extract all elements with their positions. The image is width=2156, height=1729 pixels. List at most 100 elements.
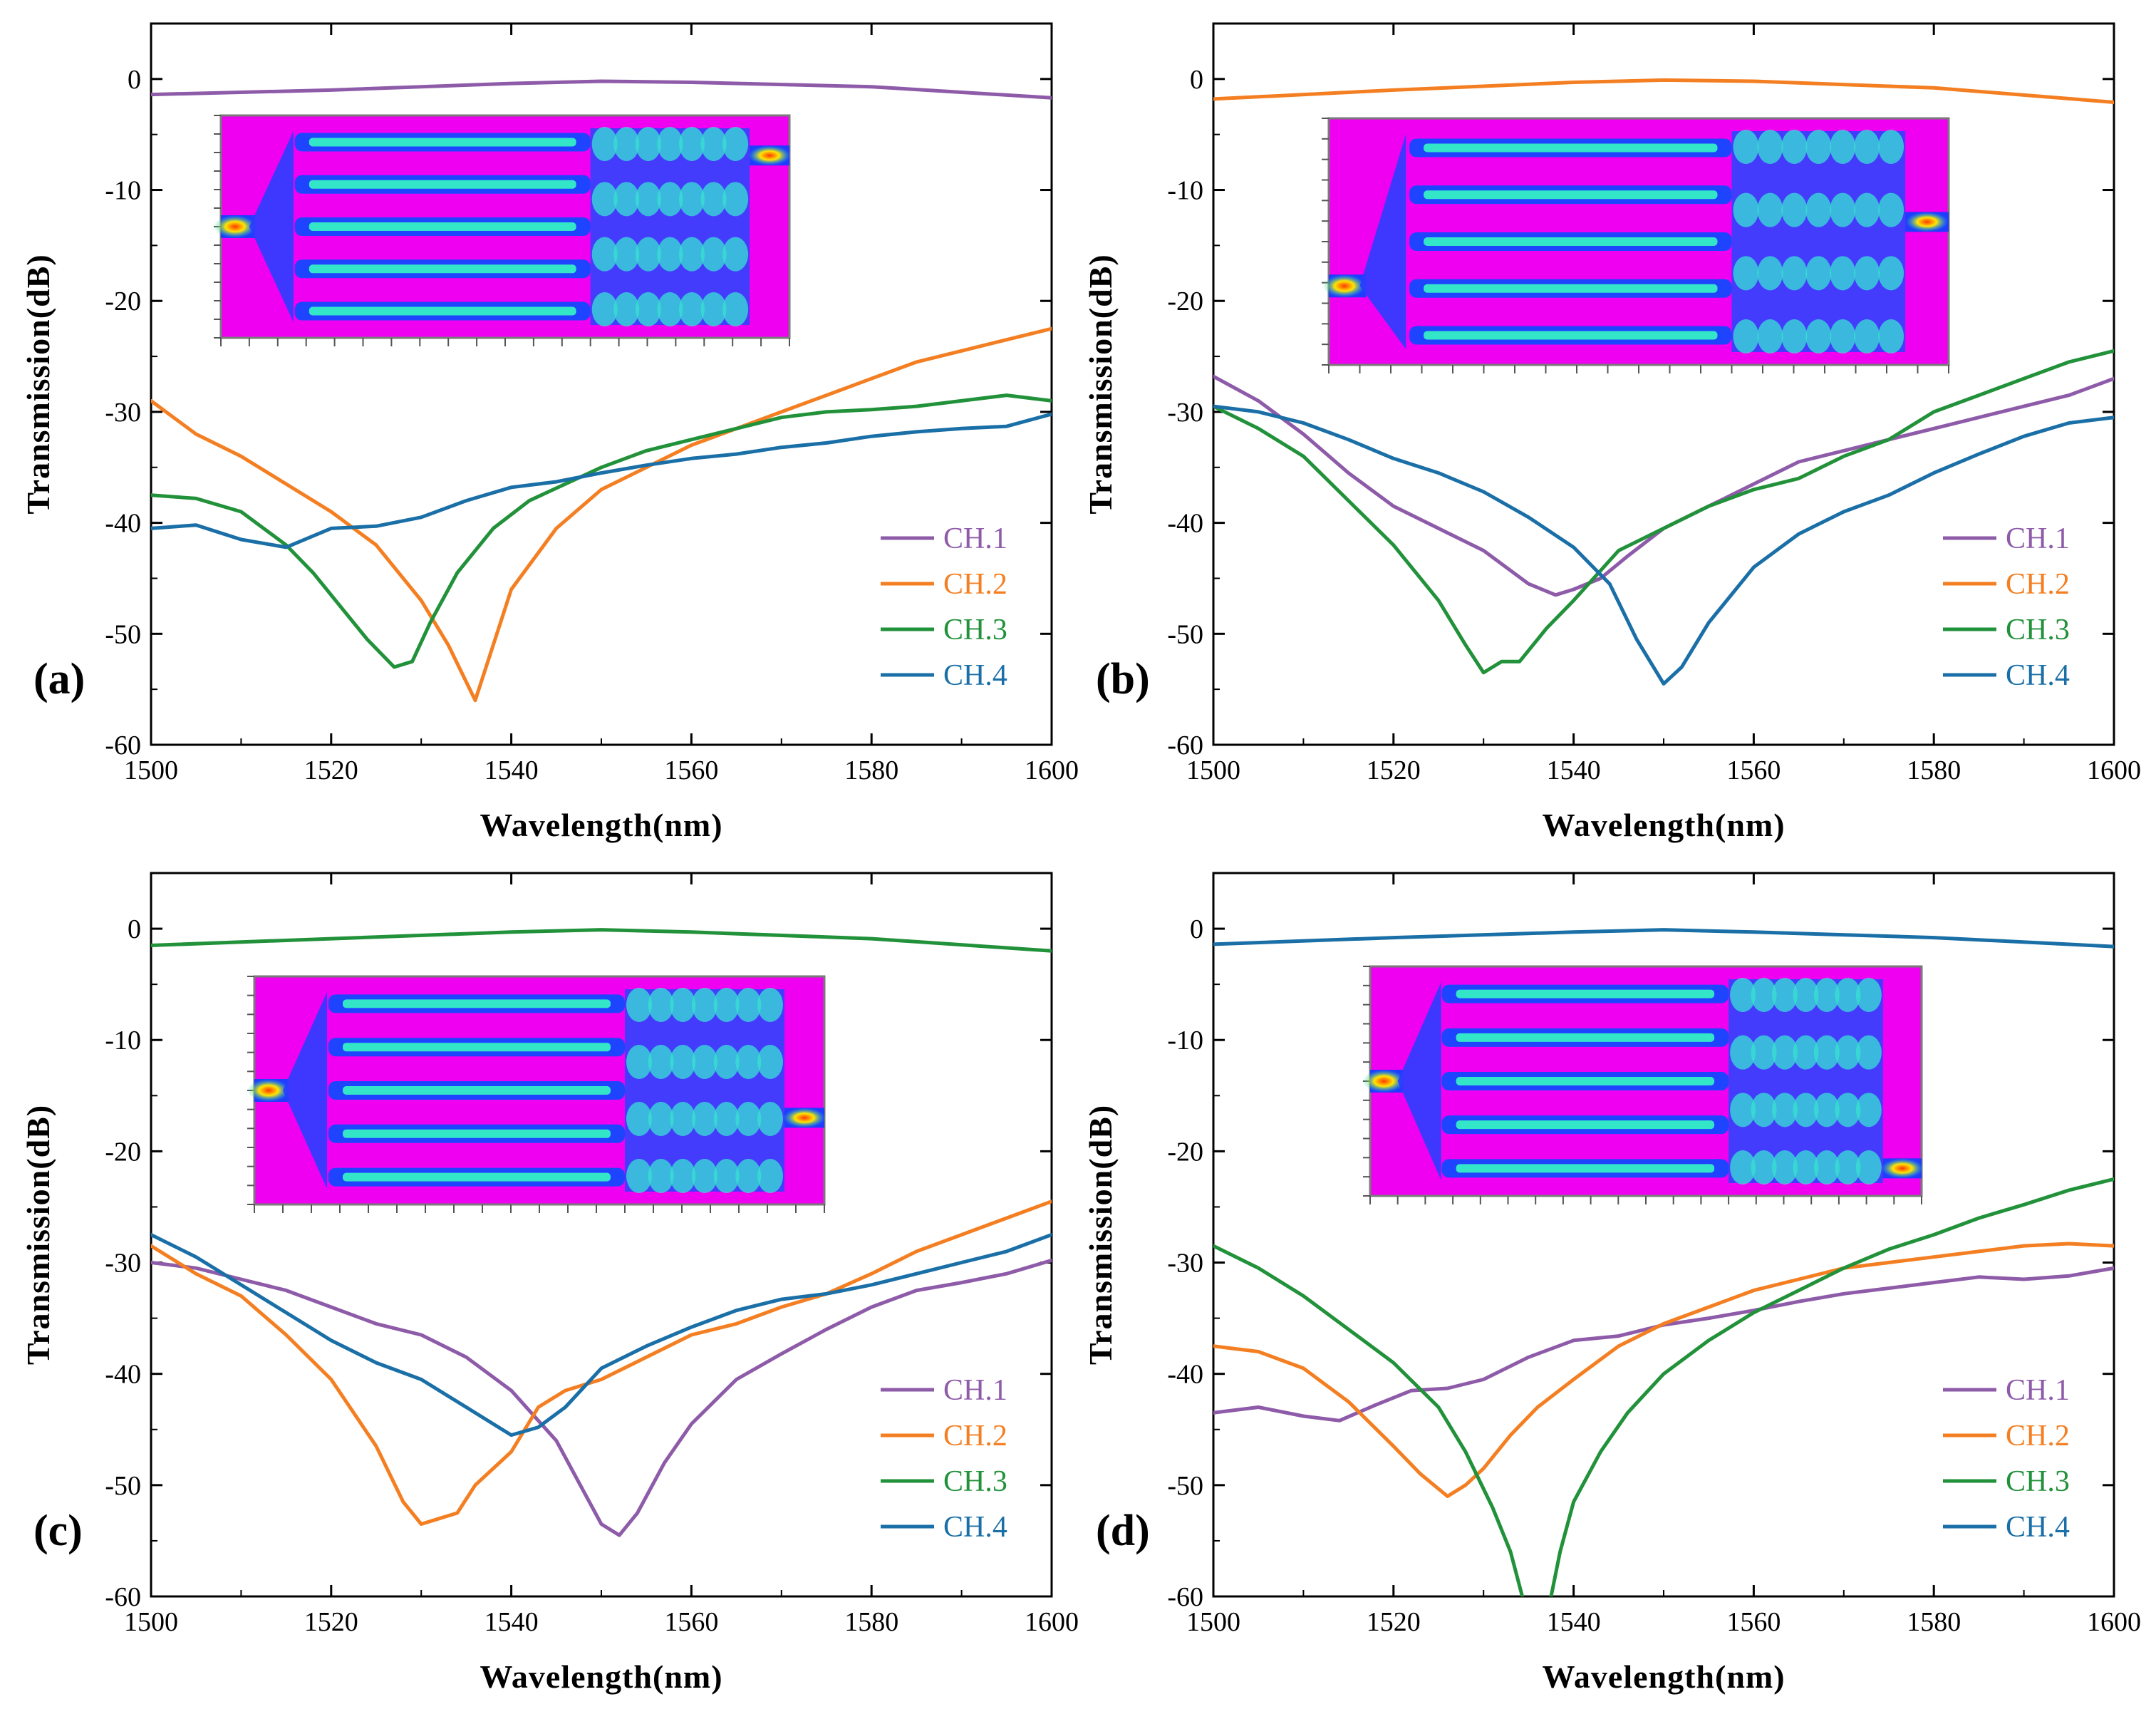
series-group bbox=[1213, 928, 2114, 1596]
inset-interference-lobe bbox=[1878, 130, 1904, 164]
inset-waveguide-core bbox=[309, 264, 576, 274]
y-tick-label: -30 bbox=[1167, 398, 1203, 428]
inset-interference-lobe bbox=[591, 182, 618, 217]
x-tick-label: 1500 bbox=[1186, 1607, 1240, 1637]
y-tick-label: -60 bbox=[1167, 731, 1203, 760]
inset-interference-lobe bbox=[1878, 319, 1904, 353]
series-line-ch3 bbox=[151, 928, 1052, 953]
x-tick-label: 1500 bbox=[124, 755, 178, 785]
inset-interference-lobe bbox=[1733, 256, 1759, 291]
x-tick-label: 1520 bbox=[304, 755, 358, 785]
inset-waveguide-core bbox=[1456, 1033, 1715, 1042]
inset-interference-lobe bbox=[1813, 1035, 1840, 1070]
inset-interference-lobe bbox=[692, 988, 717, 1022]
x-axis-title: Wavelength(nm) bbox=[480, 1658, 722, 1695]
inset-interference-lobe bbox=[1772, 1035, 1798, 1070]
inset-interference-lobe bbox=[648, 1102, 674, 1136]
legend-label: CH.2 bbox=[2006, 568, 2070, 601]
legend-label: CH.1 bbox=[943, 1374, 1007, 1407]
inset-interference-lobe bbox=[678, 237, 705, 272]
inset-interference-lobe bbox=[735, 1159, 762, 1193]
inset-hotspot bbox=[1905, 212, 1949, 232]
inset-interference-lobe bbox=[1805, 319, 1832, 353]
inset-interference-lobe bbox=[670, 1045, 696, 1079]
inset-interference-lobe bbox=[657, 127, 683, 161]
inset-output-region bbox=[590, 128, 750, 325]
inset-interference-lobe bbox=[1813, 1150, 1840, 1185]
y-tick-label: -40 bbox=[1167, 509, 1203, 539]
inset-output-region bbox=[1729, 979, 1883, 1183]
inset-interference-lobe bbox=[1793, 1150, 1819, 1185]
series-line-ch2 bbox=[1213, 1242, 2114, 1498]
inset-interference-lobe bbox=[1751, 1035, 1777, 1070]
inset-interference-lobe bbox=[670, 1102, 696, 1136]
inset-waveguide-core bbox=[343, 1086, 611, 1095]
inset-interference-lobe bbox=[1751, 978, 1777, 1012]
series-line-ch1 bbox=[151, 1258, 1052, 1537]
x-tick-label: 1540 bbox=[1547, 755, 1601, 785]
inset-interference-lobe bbox=[1757, 256, 1783, 291]
inset-interference-lobe bbox=[713, 1102, 740, 1136]
inset-output-region bbox=[625, 989, 784, 1192]
inset-field-map bbox=[1362, 965, 1924, 1204]
inset-interference-lobe bbox=[735, 988, 762, 1022]
inset-interference-lobe bbox=[1733, 319, 1759, 353]
inset-interference-lobe bbox=[1835, 1035, 1861, 1070]
series-line-ch3 bbox=[1213, 349, 2114, 675]
legend-label: CH.1 bbox=[2006, 522, 2070, 555]
series-line-ch2 bbox=[151, 1199, 1052, 1526]
inset-hotspot bbox=[1322, 274, 1366, 298]
legend-label: CH.4 bbox=[943, 659, 1007, 692]
inset-interference-lobe bbox=[678, 182, 705, 217]
y-tick-label: -60 bbox=[1167, 1582, 1203, 1612]
inset-interference-lobe bbox=[1781, 319, 1808, 353]
inset-interference-lobe bbox=[1813, 978, 1840, 1012]
inset-interference-lobe bbox=[1854, 319, 1880, 353]
inset-interference-lobe bbox=[692, 1102, 717, 1136]
x-tick-label: 1580 bbox=[1907, 755, 1961, 785]
inset-waveguide-core bbox=[343, 1129, 611, 1138]
inset-interference-lobe bbox=[648, 988, 674, 1022]
y-tick-label: -40 bbox=[105, 509, 141, 539]
inset-waveguide-core bbox=[343, 1172, 611, 1182]
inset-input-taper bbox=[249, 131, 294, 322]
inset-interference-lobe bbox=[1757, 319, 1783, 353]
inset-hotspot bbox=[1362, 1070, 1406, 1093]
inset-interference-lobe bbox=[613, 127, 640, 161]
x-tick-label: 1580 bbox=[844, 755, 898, 785]
inset-waveguide-core bbox=[309, 180, 576, 189]
series-line-ch4 bbox=[1213, 928, 2114, 949]
inset-interference-lobe bbox=[757, 1159, 783, 1193]
x-tick-label: 1540 bbox=[484, 755, 539, 785]
inset-interference-lobe bbox=[591, 237, 618, 272]
legend-label: CH.3 bbox=[2006, 1465, 2070, 1498]
inset-interference-lobe bbox=[700, 182, 727, 217]
inset-interference-lobe bbox=[670, 1159, 696, 1193]
legend-label: CH.2 bbox=[2006, 1420, 2070, 1452]
inset-interference-lobe bbox=[1772, 1093, 1798, 1127]
inset-interference-lobe bbox=[692, 1045, 717, 1079]
series-line-ch3 bbox=[1549, 1177, 2114, 1596]
inset-waveguide-core bbox=[343, 999, 611, 1008]
inset-waveguide-core bbox=[309, 306, 576, 316]
inset-interference-lobe bbox=[635, 127, 661, 161]
inset-interference-lobe bbox=[591, 292, 618, 326]
y-tick-label: -10 bbox=[105, 1026, 141, 1056]
inset-interference-lobe bbox=[657, 182, 683, 217]
inset-interference-lobe bbox=[678, 292, 705, 326]
series-group bbox=[151, 79, 1052, 703]
y-tick-label: 0 bbox=[1190, 65, 1203, 95]
x-axis-title: Wavelength(nm) bbox=[1542, 807, 1785, 843]
y-tick-label: -40 bbox=[105, 1360, 141, 1390]
legend-label: CH.4 bbox=[2006, 659, 2070, 692]
inset-interference-lobe bbox=[635, 237, 661, 272]
inset-interference-lobe bbox=[1854, 192, 1880, 227]
y-tick-label: 0 bbox=[128, 65, 141, 95]
inset-interference-lobe bbox=[1781, 192, 1808, 227]
inset-interference-lobe bbox=[1730, 1093, 1756, 1127]
inset-interference-lobe bbox=[1772, 978, 1798, 1012]
inset-field-map bbox=[1322, 117, 1950, 373]
y-tick-label: -60 bbox=[105, 731, 141, 760]
inset-interference-lobe bbox=[692, 1159, 717, 1193]
inset-field-map bbox=[213, 114, 792, 346]
